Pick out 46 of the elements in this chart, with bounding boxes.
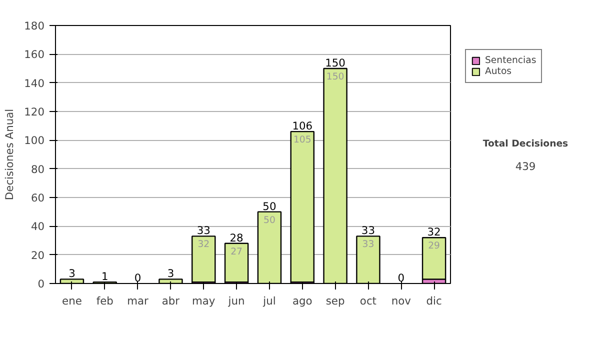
total-label: 3: [167, 267, 174, 280]
x-tick-label: mar: [127, 294, 150, 308]
x-tick-label: may: [192, 294, 216, 308]
data-label: 33: [362, 239, 374, 250]
data-label: 27: [230, 246, 243, 258]
data-label: 105: [293, 134, 312, 146]
total-label: 32: [427, 226, 441, 239]
x-tick-label: dic: [426, 294, 442, 308]
total-label: 33: [196, 224, 210, 238]
total-label: 33: [361, 224, 375, 238]
y-tick-label: 40: [30, 220, 45, 234]
legend-label: Autos: [485, 66, 512, 77]
text: Total Decisiones: [482, 138, 569, 150]
y-tick-label: 180: [24, 20, 45, 32]
y-tick-label: 120: [24, 106, 45, 118]
x-tick-label: oct: [360, 294, 376, 308]
x-tick-label: jul: [262, 294, 276, 308]
data-label: 32: [198, 239, 210, 250]
total-label: 3: [68, 267, 76, 280]
total-label: 28: [230, 231, 244, 244]
data-label: 50: [264, 214, 276, 226]
total-label: 1: [101, 270, 108, 284]
x-tick-label: feb: [96, 294, 114, 308]
x-tick-label: sep: [326, 294, 345, 308]
data-label: 150: [326, 72, 344, 82]
y-axis-title: Decisiones Anual: [3, 108, 16, 200]
y-tick-label: 160: [24, 48, 45, 62]
y-tick-label: 100: [24, 134, 45, 148]
data-label: 29: [428, 240, 440, 252]
legend-label: Sentencias: [485, 55, 536, 66]
total-label: 0: [134, 272, 142, 284]
x-tick-label: abr: [162, 294, 180, 308]
total-label: 150: [325, 56, 346, 70]
total-label: 0: [398, 272, 405, 284]
text: 439: [515, 160, 536, 173]
x-tick-label: nov: [391, 294, 411, 308]
total-label: 106: [292, 120, 313, 133]
y-tick-label: 80: [30, 162, 45, 176]
total-label: 50: [262, 200, 276, 213]
y-tick-label: 140: [24, 76, 45, 90]
y-tick-label: 20: [30, 248, 45, 262]
y-tick-label: 60: [30, 192, 45, 204]
x-tick-label: ago: [292, 294, 312, 308]
x-tick-label: jun: [227, 294, 245, 308]
x-tick-label: ene: [62, 294, 82, 308]
y-tick-label: 0: [38, 278, 45, 290]
